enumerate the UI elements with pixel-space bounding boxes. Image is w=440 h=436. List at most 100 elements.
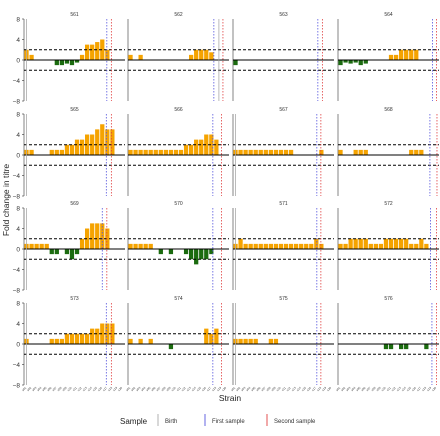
bar-573-s13 (85, 333, 90, 344)
x-tick-label: s08 (265, 386, 271, 392)
bar-566-s04 (143, 149, 148, 155)
x-tick-label: s17 (311, 386, 317, 392)
bar-573-s16 (100, 323, 105, 344)
bar-573-s18 (110, 323, 115, 344)
bar-572-s10 (383, 238, 389, 249)
bar-564-s01 (338, 60, 343, 66)
x-tick-label: s04 (36, 386, 42, 392)
bar-571-s12 (288, 243, 294, 249)
x-tick-label: s14 (401, 386, 407, 392)
bar-563-s01 (233, 60, 238, 66)
panel-label-564: 564 (384, 12, 393, 18)
x-tick-label: s19 (216, 386, 222, 392)
panel-label-572: 572 (384, 201, 393, 207)
x-tick-label: s02 (340, 386, 346, 392)
bar-575-s05 (253, 338, 258, 344)
bar-572-s02 (343, 243, 348, 249)
panel-label-573: 573 (70, 296, 79, 302)
x-tick-label: s09 (270, 386, 276, 392)
bar-576-s18 (424, 344, 429, 350)
bar-565-s15 (95, 129, 100, 155)
x-tick-label: s01 (335, 386, 341, 392)
bar-573-s12 (79, 333, 85, 344)
bar-569-s13 (85, 228, 90, 249)
legend-title: Sample (120, 417, 148, 426)
bar-573-s07 (54, 338, 59, 344)
x-tick-label: s02 (26, 386, 32, 392)
panel-label-574: 574 (174, 296, 183, 302)
x-tick-label: s10 (66, 386, 72, 392)
x-tick-label: s15 (301, 386, 307, 392)
bar-566-s05 (148, 149, 153, 155)
bar-566-s14 (194, 139, 199, 155)
bar-566-s07 (158, 149, 163, 155)
bar-567-s06 (258, 149, 263, 155)
x-tick-label: s08 (56, 386, 62, 392)
y-tick-label: 0 (16, 342, 20, 349)
bar-567-s08 (268, 149, 273, 155)
x-tick-label: s07 (260, 386, 266, 392)
bar-572-s04 (353, 238, 358, 249)
bar-567-s12 (288, 149, 294, 155)
x-tick-label: s01 (125, 386, 131, 392)
x-tick-label: s18 (211, 386, 217, 392)
bar-573-s15 (95, 328, 100, 344)
y-tick-label: 8 (16, 17, 20, 24)
bar-574-s16 (204, 328, 209, 344)
x-axis-title: Strain (219, 393, 241, 403)
bar-571-s03 (243, 243, 248, 249)
y-tick-label: −8 (13, 383, 21, 390)
bar-571-s10 (278, 243, 284, 249)
panel-label-565: 565 (70, 107, 79, 113)
bar-571-s15 (304, 243, 309, 249)
x-tick-label: s20 (221, 386, 227, 392)
x-tick-label: s16 (97, 386, 103, 392)
bar-573-s17 (105, 323, 110, 344)
bar-575-s02 (238, 338, 243, 344)
bar-570-s04 (143, 243, 148, 249)
bar-573-s06 (49, 338, 54, 344)
bar-566-s03 (138, 149, 143, 155)
bar-565-s12 (79, 139, 85, 155)
bar-574-s03 (138, 338, 143, 344)
x-tick-label: s09 (165, 386, 171, 392)
x-tick-label: s16 (306, 386, 312, 392)
bar-571-s17 (314, 238, 319, 249)
x-tick-label: s10 (170, 386, 176, 392)
x-tick-label: s04 (350, 386, 356, 392)
bar-565-s08 (59, 149, 64, 155)
bar-571-s07 (263, 243, 268, 249)
x-tick-label: s11 (281, 386, 287, 392)
x-tick-label: s02 (235, 386, 241, 392)
bar-564-s03 (348, 60, 353, 64)
bar-573-s09 (64, 333, 70, 344)
x-tick-label: s05 (250, 386, 256, 392)
bar-569-s09 (64, 249, 70, 255)
panel-label-568: 568 (384, 107, 393, 113)
panel-label-561: 561 (70, 12, 79, 18)
bar-575-s04 (248, 338, 253, 344)
bar-565-s13 (85, 134, 90, 155)
x-tick-label: s12 (391, 386, 397, 392)
y-tick-label: −4 (13, 78, 21, 85)
bar-569-s06 (49, 249, 54, 255)
y-tick-label: 0 (16, 247, 20, 254)
panel-label-566: 566 (174, 107, 183, 113)
bar-570-s17 (209, 249, 214, 255)
x-tick-label: s13 (291, 386, 297, 392)
bar-571-s05 (253, 243, 258, 249)
bar-561-s08 (59, 60, 64, 66)
x-tick-label: s18 (421, 386, 427, 392)
bar-562-s15 (199, 49, 204, 60)
bar-571-s02 (238, 238, 243, 249)
y-tick-label: −8 (13, 99, 21, 106)
bar-574-s01 (128, 338, 133, 344)
y-axis-title: Fold change in titre (1, 164, 11, 237)
bar-570-s01 (128, 243, 133, 249)
bar-564-s05 (358, 60, 363, 66)
bar-566-s09 (168, 149, 174, 155)
x-tick-label: s12 (286, 386, 292, 392)
x-tick-label: s06 (360, 386, 366, 392)
bar-566-s01 (128, 149, 133, 155)
x-tick-label: s08 (160, 386, 166, 392)
